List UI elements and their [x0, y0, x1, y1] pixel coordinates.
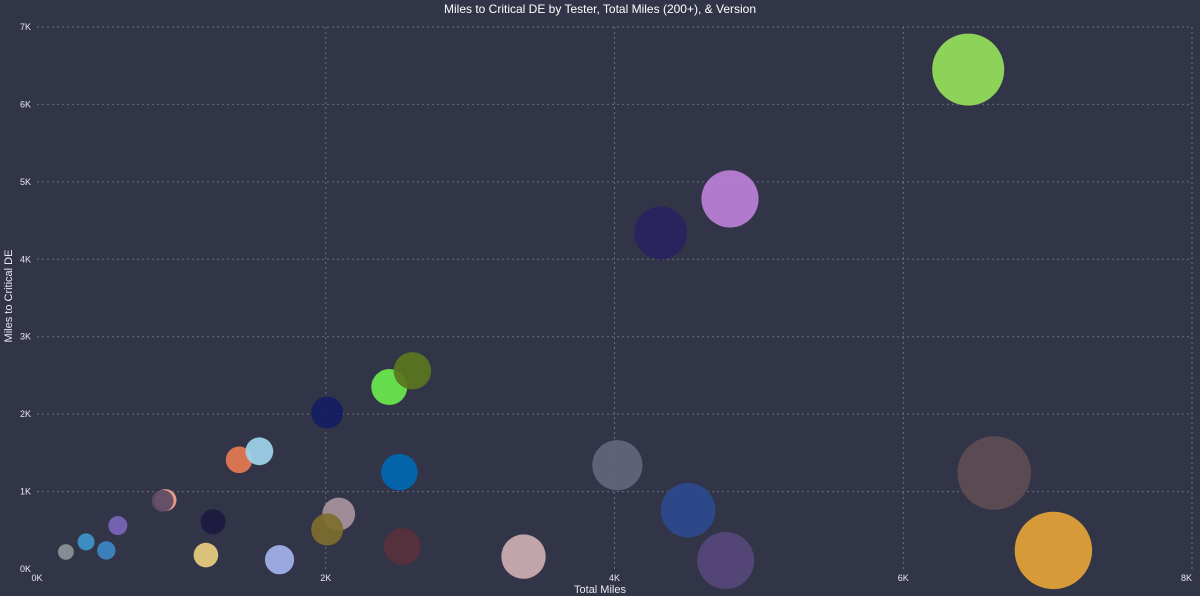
data-point[interactable]: [264, 545, 295, 575]
y-tick-label: 7K: [20, 22, 31, 32]
data-points: [57, 33, 1093, 590]
data-point[interactable]: [57, 544, 74, 560]
chart-title: Miles to Critical DE by Tester, Total Mi…: [443, 2, 756, 16]
data-point[interactable]: [634, 206, 688, 260]
data-point[interactable]: [381, 453, 418, 491]
data-point[interactable]: [383, 528, 421, 565]
data-point[interactable]: [393, 352, 432, 390]
data-point[interactable]: [77, 533, 95, 551]
data-point[interactable]: [200, 509, 226, 535]
data-point[interactable]: [957, 436, 1032, 510]
data-point[interactable]: [245, 437, 274, 466]
data-point[interactable]: [151, 489, 174, 512]
data-point[interactable]: [97, 541, 116, 560]
data-point[interactable]: [311, 396, 344, 429]
x-tick-label: 4K: [609, 573, 620, 583]
data-point[interactable]: [193, 542, 219, 568]
y-tick-label: 0K: [20, 564, 31, 574]
data-point[interactable]: [501, 534, 546, 579]
y-tick-label: 6K: [20, 99, 31, 109]
data-point[interactable]: [311, 513, 344, 546]
data-point[interactable]: [697, 531, 755, 589]
y-tick-label: 4K: [20, 254, 31, 264]
x-tick-label: 6K: [898, 573, 909, 583]
x-tick-label: 2K: [320, 573, 331, 583]
y-tick-label: 5K: [20, 177, 31, 187]
x-tick-label: 8K: [1181, 573, 1192, 583]
data-point[interactable]: [701, 170, 759, 228]
y-tick-label: 2K: [20, 409, 31, 419]
data-point[interactable]: [660, 482, 716, 538]
data-point[interactable]: [932, 33, 1005, 106]
x-axis-label: Total Miles: [574, 584, 626, 596]
data-point[interactable]: [592, 440, 643, 491]
x-tick-label: 0K: [31, 573, 42, 583]
y-tick-label: 3K: [20, 332, 31, 342]
data-point[interactable]: [108, 516, 128, 536]
axis-ticks: 0K 1K 2K 3K 4K 5K 6K 7K 0K 2K 4K 6K 8K: [20, 22, 1192, 583]
y-tick-label: 1K: [20, 487, 31, 497]
data-point[interactable]: [1014, 511, 1093, 590]
